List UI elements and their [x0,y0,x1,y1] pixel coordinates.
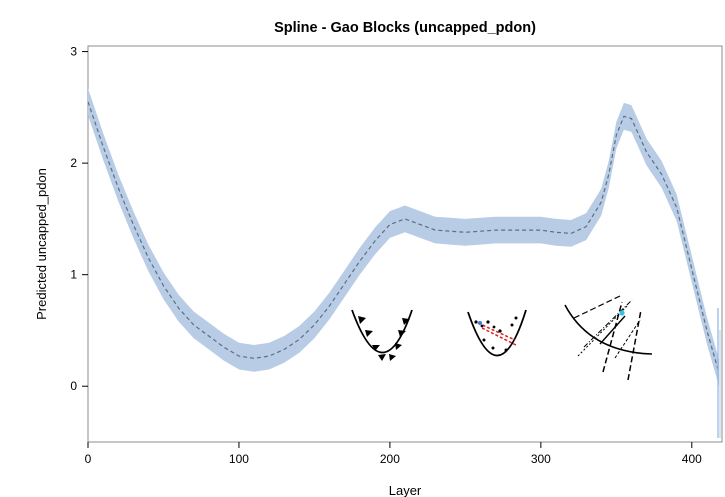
x-tick-label: 100 [229,452,249,466]
fit-line [87,101,720,373]
x-tick-label: 0 [85,452,92,466]
confidence-band [88,88,719,387]
x-axis-ticks: 0 100 200 300 400 [85,442,702,466]
chart-title: Spline - Gao Blocks (uncapped_pdon) [274,20,536,36]
x-tick-label: 300 [531,452,551,466]
y-tick-label: 1 [70,268,77,282]
plot-frame [87,45,723,443]
x-axis-label: Layer [389,483,422,497]
crossing-lines-icon [564,295,653,381]
y-tick-label: 2 [70,156,77,170]
blocks-in-valley-icon [351,309,413,361]
y-axis-ticks: 0 1 2 3 [70,45,88,393]
y-tick-label: 3 [70,45,77,59]
scatter-in-valley-icon [467,309,527,357]
y-axis-label: Predicted uncapped_pdon [34,168,49,320]
y-tick-label: 0 [70,379,77,393]
x-tick-label: 200 [380,452,400,466]
x-tick-label: 400 [682,452,702,466]
